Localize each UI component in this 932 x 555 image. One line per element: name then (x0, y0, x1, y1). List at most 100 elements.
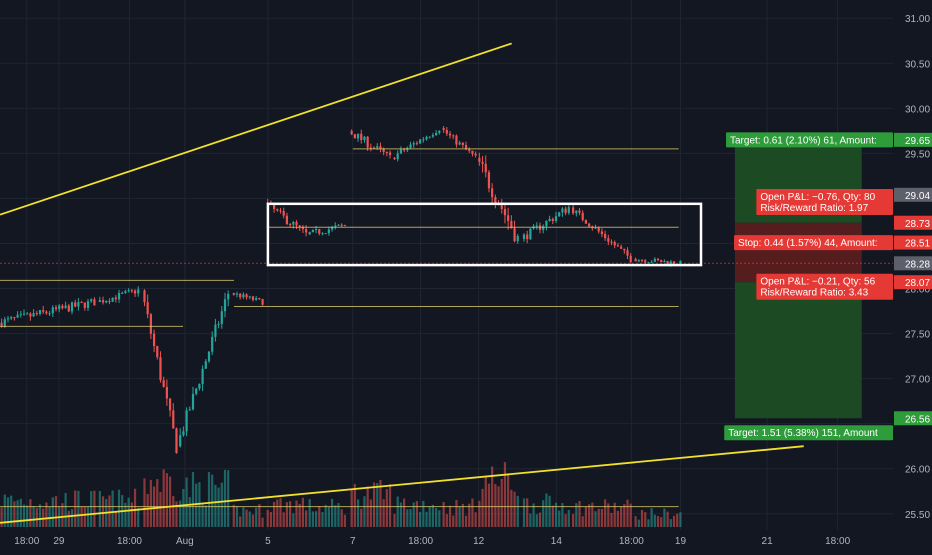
volume-bar (406, 509, 409, 527)
volume-bar (660, 517, 663, 527)
horizontal-lines (0, 148, 679, 508)
candle-body (385, 151, 388, 153)
candle-body (251, 296, 255, 300)
volume-bar (3, 494, 6, 527)
trendlines (0, 42, 804, 524)
position-info-box (734, 235, 893, 251)
range-box (266, 202, 703, 267)
candle-body (474, 153, 477, 156)
volume-bar (227, 470, 230, 527)
candle-body (663, 261, 666, 263)
volume-bar (276, 499, 279, 527)
position-info-box (724, 425, 893, 441)
candle-body (679, 260, 682, 265)
candle-body (305, 229, 308, 233)
volume-bar (669, 519, 672, 527)
volume-bar (350, 489, 353, 527)
volume-bar (83, 507, 86, 527)
volume-bar (623, 504, 626, 527)
candle-body (175, 428, 178, 454)
candle-body (616, 245, 620, 247)
volume-bar (403, 498, 406, 527)
volume-bar (48, 507, 51, 527)
volume-bar (26, 505, 29, 527)
candle-body (435, 133, 438, 136)
volume-bar (80, 506, 83, 527)
volume-bar (239, 516, 242, 527)
position-info-text: Target: 1.51 (5.38%) 151, Amount (728, 428, 878, 439)
candle-body (337, 224, 340, 226)
x-tick-label: 18:00 (408, 536, 433, 547)
volume-bar (64, 492, 67, 527)
volume-bar (207, 472, 211, 527)
candle-body (295, 221, 298, 226)
candle-body (558, 212, 561, 217)
candle-body (232, 293, 235, 295)
candle-body (0, 322, 3, 327)
volume-bar (137, 507, 140, 527)
x-tick-label: 7 (350, 536, 356, 547)
candle-body (220, 311, 223, 324)
volume-bar (464, 515, 468, 527)
candle-body (19, 314, 22, 316)
volume-bar (610, 512, 613, 527)
candle-body (634, 258, 637, 262)
volume-bar (111, 490, 114, 527)
x-tick-label: 18:00 (117, 536, 142, 547)
candle-body (623, 248, 626, 251)
volume-bar (396, 496, 399, 527)
price-label-box (894, 132, 932, 147)
volume-bar (431, 504, 435, 527)
volume-bar (22, 504, 26, 527)
volume-bar (292, 513, 295, 527)
candle-body (503, 209, 507, 216)
candle-body (500, 204, 503, 210)
volume-bar (266, 509, 269, 527)
candle-body (578, 210, 581, 213)
volume-bar (422, 500, 425, 527)
price-label-text: 28.73 (905, 219, 930, 230)
candle-body (548, 218, 551, 221)
candle-body (522, 234, 526, 239)
candle-body (350, 130, 353, 135)
volume-bar (165, 473, 168, 527)
candle-body (258, 298, 261, 300)
volume-bar (51, 497, 54, 527)
x-tick-label: 19 (675, 536, 687, 547)
candle-body (83, 302, 86, 308)
volume-bar (516, 495, 519, 527)
volume-bar (382, 499, 385, 527)
volume-bar (487, 483, 491, 527)
price-scale-bg (893, 0, 932, 550)
candle-body (597, 227, 600, 232)
candle-body (629, 255, 632, 262)
candle-body (261, 299, 264, 305)
x-tick-label: 18:00 (825, 536, 850, 547)
candle-body (74, 302, 77, 307)
volume-bar (185, 477, 188, 527)
candle-body (356, 133, 360, 139)
volume-bar (653, 514, 656, 527)
y-tick-label: 26.00 (905, 465, 930, 476)
candle-body (58, 305, 61, 310)
candle-body (428, 136, 431, 138)
volume-bar (117, 489, 121, 527)
candle-body (529, 228, 532, 240)
volume-bar (149, 479, 152, 527)
volume-bar (458, 506, 461, 527)
volume-bar (13, 501, 16, 527)
y-tick-label: 27.50 (905, 330, 930, 341)
volume-bar (600, 508, 604, 527)
candle-body (54, 307, 58, 310)
x-tick-label: 18:00 (14, 536, 39, 547)
price-label-text: 26.56 (905, 414, 930, 425)
candle-body (29, 313, 32, 317)
volume-bar (591, 502, 594, 527)
volume-bar (629, 503, 632, 527)
volume-bar (522, 498, 526, 527)
candle-body (149, 314, 152, 334)
volume-bar (676, 513, 679, 527)
volume-bar (613, 502, 616, 527)
